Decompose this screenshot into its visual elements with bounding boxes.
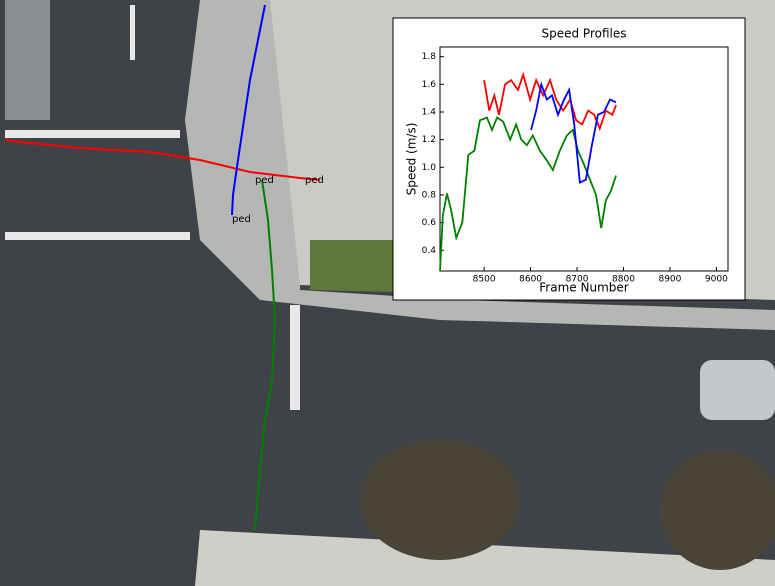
x-tick-label: 8500 — [473, 275, 496, 285]
trajectory — [4, 139, 321, 181]
building-roof — [195, 530, 775, 586]
tree — [660, 450, 775, 570]
speed-chart: Speed Profiles Frame Number Speed (m/s) … — [392, 17, 746, 301]
plot-area — [439, 46, 729, 272]
lane-marking — [130, 5, 135, 60]
chart-panel — [392, 17, 746, 301]
chart-title: Speed Profiles — [542, 27, 627, 41]
track-label: ped — [255, 175, 274, 186]
trajectory — [254, 179, 277, 531]
car — [700, 360, 775, 420]
x-tick-label: 8700 — [566, 275, 589, 285]
track-label: ped — [305, 175, 324, 186]
lane-marking — [5, 232, 190, 240]
car — [5, 0, 50, 120]
y-tick-label: 1.2 — [422, 135, 436, 145]
y-tick-label: 0.6 — [422, 218, 437, 228]
y-tick-label: 1.0 — [422, 163, 437, 173]
speed-line — [439, 116, 617, 272]
x-tick-label: 8600 — [519, 275, 542, 285]
y-tick-label: 0.8 — [422, 190, 437, 200]
y-axis-label: Speed (m/s) — [405, 123, 419, 196]
x-tick-label: 8800 — [612, 275, 635, 285]
trajectory — [231, 4, 266, 216]
x-axis-label: Frame Number — [539, 281, 628, 295]
speed-line — [483, 71, 617, 132]
y-tick-label: 0.4 — [422, 246, 437, 256]
y-tick-label: 1.4 — [422, 107, 437, 117]
sidewalk — [185, 0, 775, 330]
lane-marking — [5, 130, 180, 138]
speed-line — [530, 80, 617, 184]
x-tick-label: 8900 — [658, 275, 681, 285]
grass — [310, 240, 395, 292]
y-tick-label: 1.8 — [422, 52, 437, 62]
x-tick-label: 9000 — [705, 275, 728, 285]
y-tick-label: 1.6 — [422, 80, 437, 90]
track-label: ped — [232, 214, 251, 225]
tree — [360, 440, 520, 560]
lane-marking — [290, 305, 300, 410]
